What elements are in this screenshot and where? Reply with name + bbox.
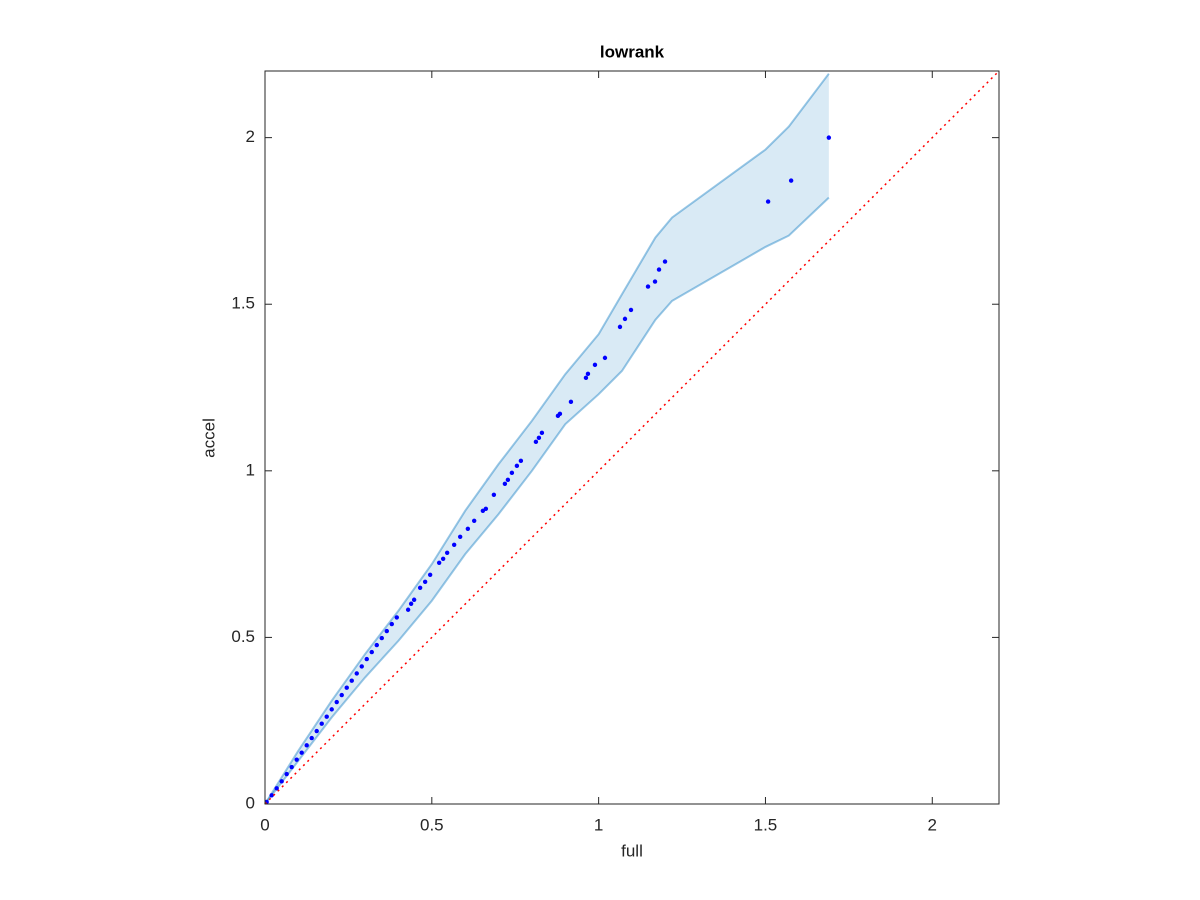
chart-title: lowrank	[600, 42, 665, 61]
data-point	[645, 284, 651, 289]
reference-line	[264, 70, 1000, 805]
data-point	[344, 685, 349, 690]
data-point	[471, 518, 477, 523]
data-point	[491, 492, 497, 498]
data-point	[324, 714, 329, 719]
y-tick-label: 2	[246, 127, 255, 146]
x-tick-label: 0.5	[420, 815, 444, 834]
data-point	[444, 550, 450, 555]
data-point	[294, 757, 299, 762]
data-point	[628, 307, 634, 313]
data-point	[364, 656, 369, 662]
data-point	[422, 579, 428, 584]
data-point	[451, 542, 457, 547]
data-point	[304, 743, 309, 748]
data-point	[602, 355, 608, 361]
x-axis-label: full	[621, 841, 643, 860]
data-point	[483, 506, 489, 512]
data-point	[394, 615, 399, 620]
data-point	[417, 585, 423, 590]
y-tick-label: 0.5	[231, 627, 255, 646]
data-point	[656, 267, 662, 272]
band-edge	[264, 73, 830, 805]
data-point	[617, 324, 623, 330]
data-point	[279, 779, 284, 784]
data-point	[502, 481, 508, 487]
data-point	[568, 399, 574, 405]
axes-box	[264, 70, 1000, 805]
data-point	[539, 430, 545, 436]
data-point	[379, 635, 384, 641]
data-point	[374, 642, 379, 648]
data-point	[405, 607, 411, 612]
data-point	[334, 699, 339, 705]
data-point	[289, 764, 294, 770]
data-point	[826, 135, 832, 140]
data-point	[536, 435, 542, 441]
data-point	[339, 692, 344, 698]
data-point	[269, 793, 274, 798]
data-point	[384, 628, 389, 634]
data-point	[359, 664, 364, 669]
data-point	[309, 735, 314, 741]
x-tick-label: 0	[260, 815, 269, 834]
data-point	[514, 463, 520, 469]
data-point	[369, 649, 374, 655]
confidence-band	[265, 73, 829, 804]
data-point	[662, 259, 668, 264]
data-point	[509, 470, 515, 476]
data-point	[465, 526, 471, 531]
data-point	[765, 199, 771, 204]
data-point	[583, 375, 589, 381]
data-point	[284, 771, 289, 777]
data-point	[788, 178, 794, 183]
data-point	[319, 721, 324, 726]
data-point	[408, 601, 414, 606]
data-point	[329, 707, 334, 712]
data-point	[354, 671, 359, 676]
data-point	[622, 316, 628, 322]
data-point	[436, 560, 442, 565]
x-tick-label: 2	[928, 815, 937, 834]
data-point	[557, 411, 563, 417]
data-point	[652, 279, 658, 284]
x-tick-label: 1	[594, 815, 603, 834]
data-point	[592, 362, 598, 368]
data-point	[427, 572, 433, 577]
data-point	[505, 477, 511, 483]
data-point	[533, 439, 539, 445]
data-point	[411, 597, 417, 602]
data-point	[274, 786, 279, 791]
data-point	[457, 534, 463, 539]
y-tick-label: 1.5	[231, 294, 255, 313]
y-tick-label: 0	[246, 793, 255, 812]
data-point	[299, 750, 304, 755]
data-point	[585, 371, 591, 377]
data-point	[389, 621, 394, 627]
y-tick-label: 1	[246, 460, 255, 479]
x-tick-label: 1.5	[754, 815, 778, 834]
data-point	[518, 458, 524, 464]
data-point	[349, 678, 354, 683]
data-point	[440, 556, 446, 561]
y-axis-label: accel	[199, 418, 218, 458]
data-point	[314, 728, 319, 734]
band-edge	[264, 196, 830, 805]
